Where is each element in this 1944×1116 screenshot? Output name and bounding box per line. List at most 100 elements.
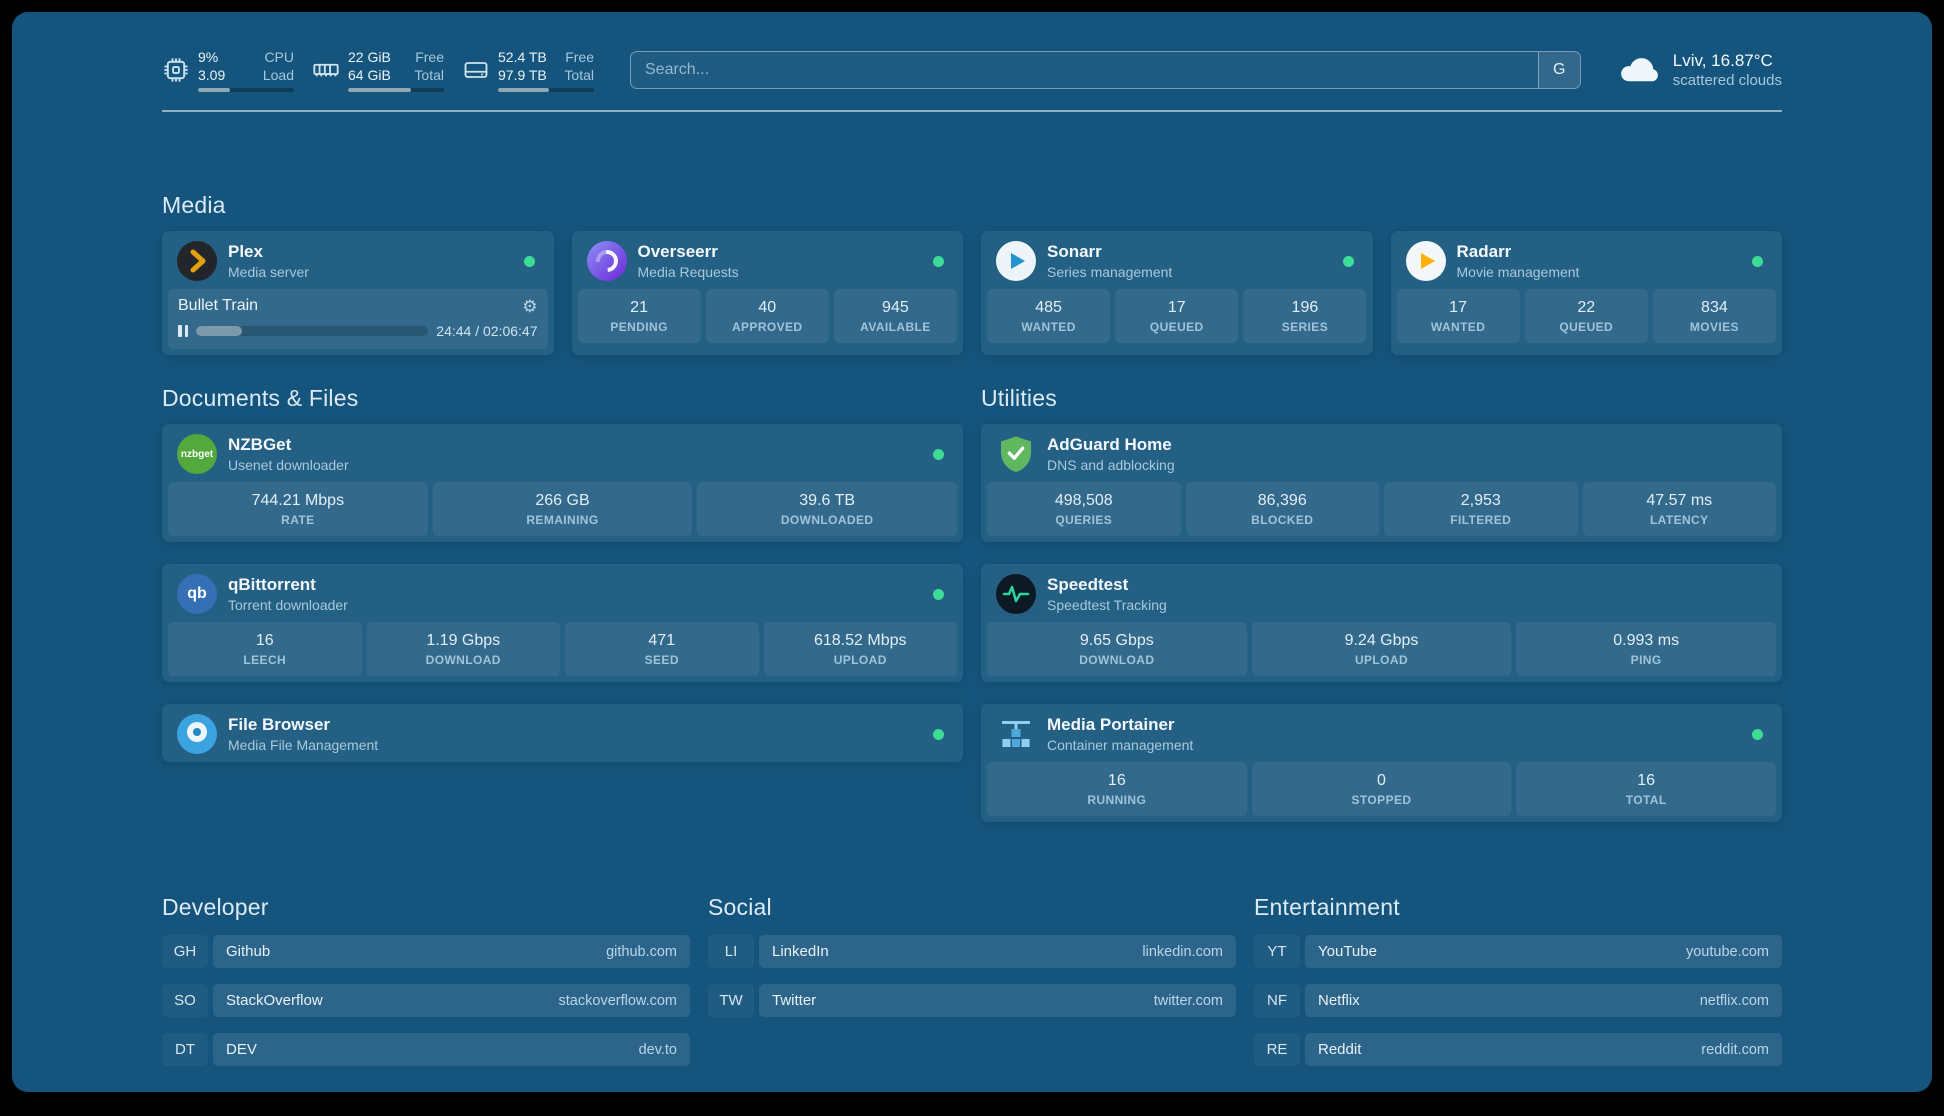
bookmark-dev[interactable]: DT DEV dev.to	[162, 1033, 690, 1066]
bookmark-name: DEV	[226, 1041, 257, 1058]
stat-label: QUEUED	[1149, 320, 1204, 334]
nzbget-icon-text: nzbget	[180, 448, 214, 460]
nzbget-icon: nzbget	[177, 434, 217, 474]
service-name: NZBGet	[228, 435, 292, 454]
pause-icon[interactable]	[178, 325, 188, 337]
bookmark-github[interactable]: GH Github github.com	[162, 935, 690, 968]
bookmark-abbr: YT	[1254, 935, 1300, 968]
gear-icon[interactable]: ⚙	[522, 296, 538, 316]
service-card-filebrowser[interactable]: File Browser Media File Management	[162, 704, 963, 762]
bookmark-linkedin[interactable]: LI LinkedIn linkedin.com	[708, 935, 1236, 968]
status-dot	[523, 255, 535, 267]
service-card-portainer[interactable]: Media Portainer Container management 16 …	[981, 704, 1782, 822]
playback-progress-fill	[196, 326, 243, 336]
bookmark-domain: twitter.com	[1153, 992, 1223, 1009]
disk-progress-fill	[498, 88, 549, 92]
stat-label: WANTED	[1430, 320, 1486, 334]
playback-progress-bar	[196, 326, 429, 336]
stat-block: 16 RUNNING	[987, 762, 1247, 816]
service-subtitle: Usenet downloader	[228, 457, 349, 473]
bookmark-name: StackOverflow	[226, 992, 323, 1009]
service-card-qbittorrent[interactable]: qb qBittorrent Torrent downloader 16 LEE…	[162, 564, 963, 682]
search-bar[interactable]: G	[630, 51, 1581, 89]
stat-label: UPLOAD	[1354, 653, 1409, 667]
service-card-overseerr[interactable]: Overseerr Media Requests 21 PENDING 40 A…	[571, 231, 963, 355]
bookmark-name: YouTube	[1318, 943, 1377, 960]
qbittorrent-icon-text: qb	[187, 585, 207, 602]
stat-label: TOTAL	[1625, 793, 1667, 807]
section-title-developer: Developer	[162, 894, 269, 920]
section-title-utilities: Utilities	[981, 385, 1057, 411]
stat-block: 40 APPROVED	[705, 289, 829, 343]
bookmark-twitter[interactable]: TW Twitter twitter.com	[708, 984, 1236, 1017]
stat-block: 945 AVAILABLE	[833, 289, 957, 343]
service-card-speedtest[interactable]: Speedtest Speedtest Tracking 9.65 Gbps D…	[981, 564, 1782, 682]
stat-value: 196	[1291, 299, 1319, 316]
utilities-column: Utilities AdGuard Home DNS and adblockin…	[981, 385, 1782, 844]
bookmark-domain: linkedin.com	[1142, 943, 1223, 960]
bookmark-domain: youtube.com	[1685, 943, 1769, 960]
now-playing-block: Bullet Train ⚙ 24:44 / 02:06:47	[168, 289, 548, 349]
stat-block: 196 SERIES	[1243, 289, 1367, 343]
bookmark-name: LinkedIn	[772, 943, 829, 960]
memory-total-value: 64 GiB	[348, 67, 391, 83]
memory-free-label: Free	[415, 49, 444, 65]
bookmark-group-social: Social LI LinkedIn linkedin.com TW Twitt…	[708, 894, 1236, 1082]
header-divider	[162, 110, 1782, 112]
portainer-icon	[996, 714, 1036, 754]
stat-block: 21 PENDING	[577, 289, 701, 343]
status-dot	[1752, 728, 1763, 740]
memory-icon	[312, 56, 340, 84]
service-card-plex[interactable]: Plex Media server Bullet Train ⚙ 24:44 /…	[162, 231, 554, 355]
stat-block: 498,508 QUERIES	[987, 482, 1181, 536]
stat-value: 17	[1167, 299, 1186, 316]
bookmark-domain: stackoverflow.com	[558, 992, 677, 1009]
bookmarks-section: Developer GH Github github.com SO StackO…	[162, 894, 1782, 1082]
service-card-radarr[interactable]: Radarr Movie management 17 WANTED 22 QUE…	[1390, 231, 1782, 355]
stat-label: MOVIES	[1689, 320, 1739, 334]
stat-value: 16	[1107, 772, 1126, 789]
bookmark-stackoverflow[interactable]: SO StackOverflow stackoverflow.com	[162, 984, 690, 1017]
stat-value: 485	[1035, 299, 1062, 316]
stat-label: QUERIES	[1055, 513, 1113, 527]
service-card-sonarr[interactable]: Sonarr Series management 485 WANTED 17 Q…	[981, 231, 1373, 355]
status-dot	[1752, 255, 1763, 267]
memory-total-label: Total	[414, 67, 444, 83]
bookmark-youtube[interactable]: YT YouTube youtube.com	[1254, 935, 1782, 968]
cpu-usage-value: 9%	[198, 49, 219, 65]
status-dot	[933, 588, 944, 600]
stat-value: 17	[1449, 299, 1467, 316]
stat-label: RUNNING	[1087, 793, 1147, 807]
stat-block: 1.19 Gbps DOWNLOAD	[366, 622, 560, 676]
service-subtitle: Speedtest Tracking	[1047, 597, 1167, 613]
bookmark-netflix[interactable]: NF Netflix netflix.com	[1254, 984, 1782, 1017]
bookmark-name: Reddit	[1318, 1041, 1362, 1058]
bookmark-reddit[interactable]: RE Reddit reddit.com	[1254, 1033, 1782, 1066]
cpu-progress-bar	[198, 88, 294, 92]
stat-label: FILTERED	[1450, 513, 1512, 527]
stat-value: 0.993 ms	[1613, 632, 1680, 649]
service-card-adguard[interactable]: AdGuard Home DNS and adblocking 498,508 …	[981, 424, 1782, 542]
bookmark-abbr: DT	[162, 1033, 208, 1066]
weather-widget: Lviv, 16.87°C scattered clouds	[1617, 50, 1782, 90]
search-provider-button[interactable]: G	[1537, 52, 1580, 88]
service-card-nzbget[interactable]: nzbget NZBGet Usenet downloader 744.21 M…	[162, 424, 963, 542]
section-title-documents: Documents & Files	[162, 385, 359, 411]
stat-label: REMAINING	[526, 513, 599, 527]
disk-progress-bar	[498, 88, 594, 92]
stat-value: 471	[648, 632, 676, 649]
bookmark-group-developer: Developer GH Github github.com SO StackO…	[162, 894, 690, 1082]
now-playing-title: Bullet Train	[178, 297, 259, 314]
stat-value: 9.24 Gbps	[1344, 632, 1419, 649]
stat-value: 86,396	[1257, 492, 1307, 509]
stat-value: 9.65 Gbps	[1079, 632, 1154, 649]
bookmark-domain: reddit.com	[1701, 1041, 1769, 1058]
bookmark-abbr: RE	[1254, 1033, 1300, 1066]
service-name: qBittorrent	[228, 575, 316, 594]
stat-label: SERIES	[1281, 320, 1329, 334]
stat-value: 744.21 Mbps	[251, 492, 345, 509]
section-title-social: Social	[708, 894, 772, 920]
search-input[interactable]	[631, 52, 1538, 88]
speedtest-icon	[996, 574, 1036, 614]
stat-label: QUEUED	[1559, 320, 1614, 334]
